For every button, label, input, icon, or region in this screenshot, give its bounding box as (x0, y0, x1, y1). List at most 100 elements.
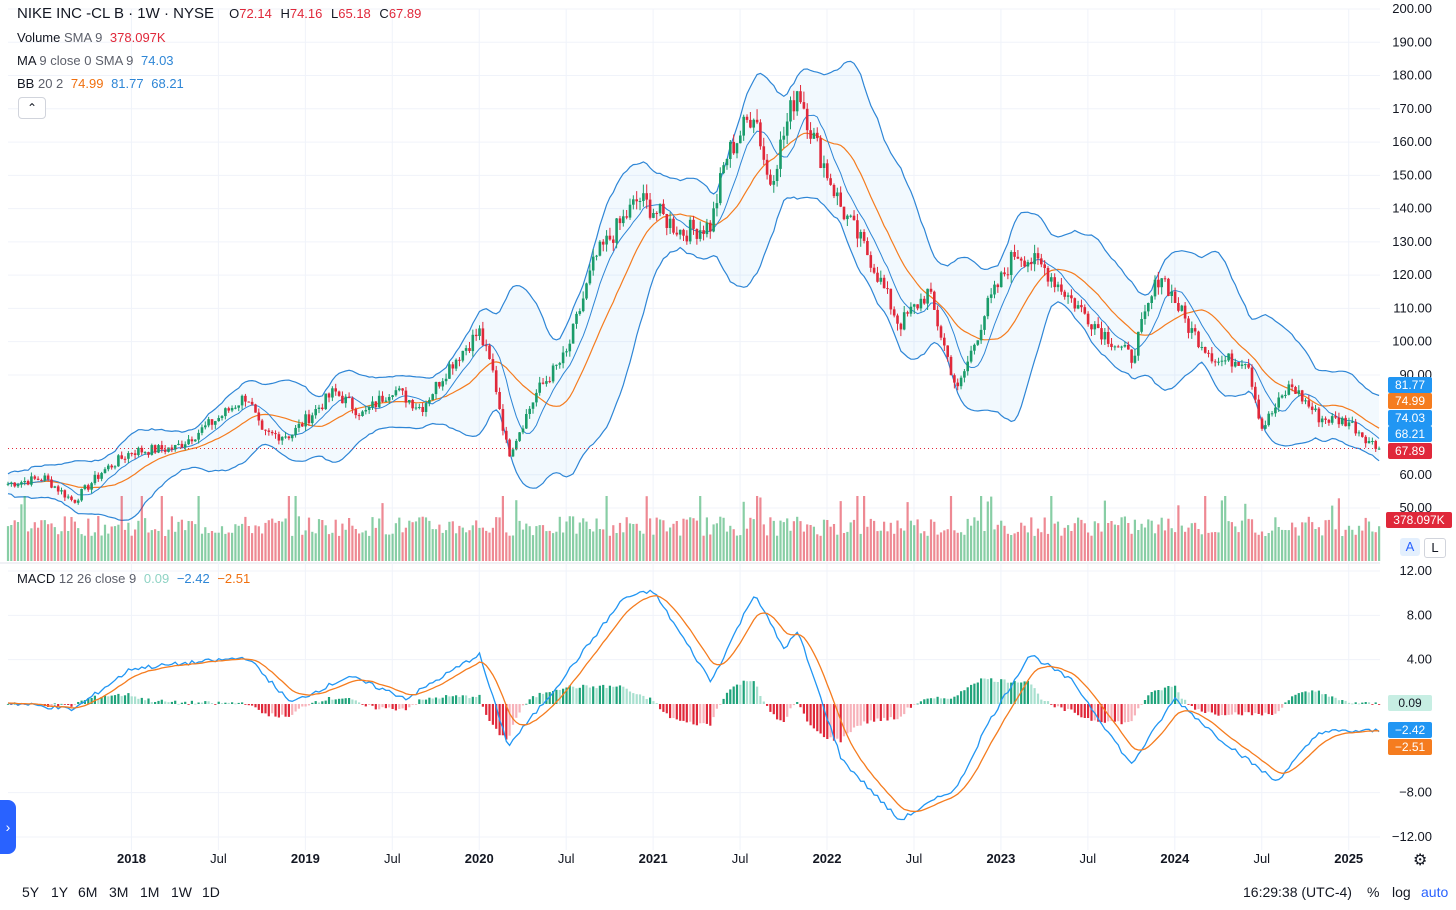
candle-body (1070, 295, 1073, 299)
log-toggle[interactable]: log (1392, 884, 1411, 900)
volume-bar (715, 523, 718, 561)
candle-body (167, 447, 170, 452)
timeframe-6m[interactable]: 6M (78, 884, 98, 900)
candle-body (842, 206, 846, 220)
candle-body (665, 214, 669, 228)
candle-body (1040, 258, 1043, 265)
ma-legend[interactable]: MA 9 close 0 SMA 9 74.03 (17, 53, 174, 69)
macd-histogram-bar (434, 697, 438, 704)
percent-toggle[interactable]: % (1367, 884, 1380, 900)
gear-icon[interactable]: ⚙ (1413, 852, 1428, 869)
candle-body (902, 312, 906, 330)
candle-body (956, 382, 959, 387)
volume-bar (384, 534, 387, 561)
candle-body (431, 394, 434, 400)
volume-bar (970, 525, 973, 561)
volume-bar (174, 531, 177, 561)
candle-body (153, 445, 157, 453)
volume-bar (782, 522, 785, 561)
candle-body (1334, 416, 1337, 418)
volume-bar (675, 521, 678, 561)
macd-legend[interactable]: MACD 12 26 close 9 0.09 −2.42 −2.51 (17, 571, 250, 587)
candle-body (123, 458, 127, 460)
candle-body (347, 396, 351, 398)
volume-bar (729, 525, 732, 561)
macd-histogram-bar (856, 704, 859, 726)
macd-histogram-bar (592, 686, 595, 704)
candle-body (1100, 328, 1103, 340)
volume-bar (481, 527, 484, 561)
candle-body (698, 230, 702, 239)
timeframe-1w[interactable]: 1W (171, 884, 192, 900)
macd-histogram-bar (1244, 704, 1247, 713)
timeframe-1y[interactable]: 1Y (51, 884, 69, 900)
candle-body (541, 382, 545, 384)
timeframe-1d[interactable]: 1D (202, 884, 220, 900)
log-scale-button[interactable]: L (1424, 538, 1446, 558)
volume-bar (859, 533, 862, 561)
volume-bar (1033, 535, 1036, 561)
volume-bar (1016, 531, 1019, 561)
candle-body (214, 421, 217, 425)
macd-histogram-bar (294, 704, 297, 712)
price-axis-tick: 50.00 (1399, 500, 1432, 515)
candle-body (966, 361, 969, 372)
macd-histogram-bar (150, 702, 153, 704)
bb-lower-tag-value: 68.21 (1394, 427, 1426, 441)
macd-histogram-bar (465, 695, 468, 704)
macd-histogram-bar (555, 689, 558, 704)
volume-bar (307, 517, 311, 561)
volume-bar (832, 524, 836, 561)
candle-body (1127, 345, 1130, 350)
macd-histogram-bar (1143, 700, 1147, 704)
volume-bar (321, 520, 324, 561)
volume-bar (361, 532, 364, 561)
bb-legend[interactable]: BB 20 2 74.99 81.77 68.21 (17, 76, 184, 92)
macd-histogram-bar (418, 699, 421, 704)
volume-bar (1120, 517, 1123, 561)
macd-signal-line (7, 595, 1380, 813)
macd-histogram-bar (1033, 688, 1036, 704)
volume-bar (234, 524, 237, 561)
candle-body (598, 241, 602, 256)
macd-histogram-bar (207, 701, 210, 704)
volume-bar (1378, 526, 1381, 561)
macd-histogram-bar (735, 684, 739, 704)
timeframe-3m[interactable]: 3M (109, 884, 129, 900)
side-panel-toggle[interactable]: › (0, 800, 16, 854)
volume-legend[interactable]: Volume SMA 9 378.097K (17, 30, 166, 46)
candle-body (809, 130, 812, 139)
collapse-legend-button[interactable]: ⌃ (18, 97, 46, 119)
auto-toggle[interactable]: auto (1421, 884, 1449, 900)
timeframe-5y[interactable]: 5Y (22, 884, 40, 900)
volume-bar (224, 533, 227, 561)
candle-body (729, 141, 732, 159)
candle-body (488, 345, 491, 359)
volume-bar (1056, 521, 1060, 561)
macd-histogram-bar (799, 704, 802, 708)
volume-bar (495, 517, 498, 561)
volume-bar (445, 530, 448, 561)
candle-body (16, 484, 20, 487)
time-axis-tick: 2018 (117, 851, 146, 866)
candle-body (1300, 390, 1304, 402)
volume-bar (394, 523, 397, 561)
volume-bar (220, 526, 224, 561)
volume-bar (699, 496, 702, 561)
timeframe-1m[interactable]: 1M (140, 884, 160, 900)
log-scale-label: L (1431, 540, 1439, 555)
macd-histogram-bar (408, 704, 411, 708)
macd-histogram-bar (782, 704, 785, 722)
candle-body (1257, 399, 1260, 419)
volume-bar (127, 522, 130, 561)
macd-histogram-bar (933, 698, 936, 704)
candle-body (1220, 360, 1224, 362)
volume-bar (1230, 522, 1233, 561)
macd-histogram-bar (1314, 691, 1317, 704)
macd-histogram-bar (535, 697, 538, 704)
macd-histogram-bar (1284, 702, 1287, 704)
auto-scale-button[interactable]: A (1400, 538, 1420, 556)
candle-body (1030, 262, 1033, 265)
candle-body (1003, 272, 1006, 275)
